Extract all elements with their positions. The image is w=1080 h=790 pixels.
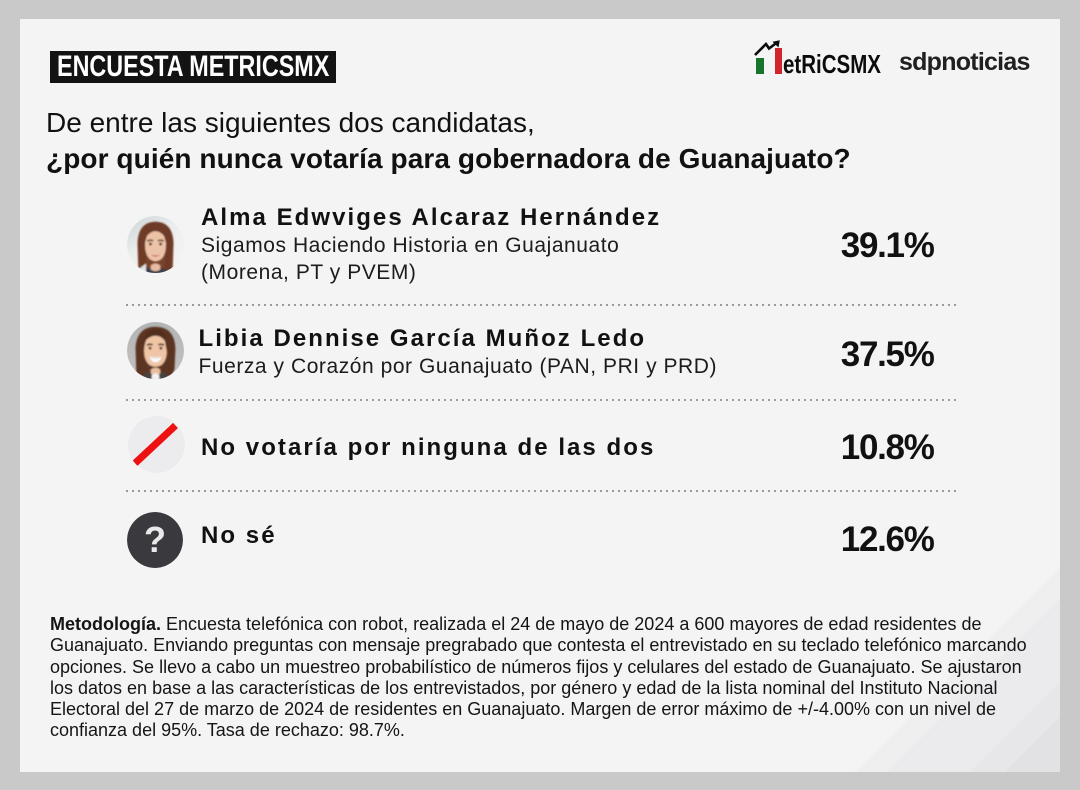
svg-text:?: ? — [144, 519, 166, 560]
svg-text:etRiCSMX: etRiCSMX — [783, 49, 882, 79]
